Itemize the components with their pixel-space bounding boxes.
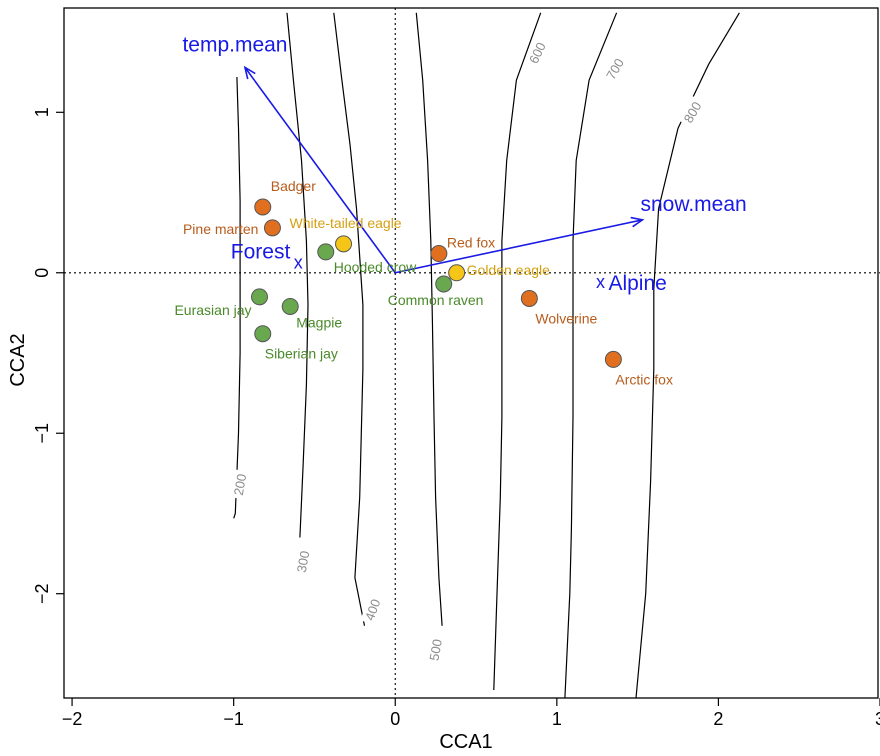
point-golden-eagle bbox=[448, 264, 466, 282]
site-label-alpine: Alpine bbox=[608, 272, 666, 295]
contour-label-400: 400 bbox=[362, 597, 384, 623]
contour-600 bbox=[493, 12, 542, 691]
point-label-red-fox: Red fox bbox=[447, 235, 495, 251]
contour-label-bg-700 bbox=[601, 52, 629, 86]
contour-label-500: 500 bbox=[426, 638, 445, 662]
point-wolverine bbox=[520, 289, 538, 307]
vector-snow-mean bbox=[395, 219, 643, 274]
x-tick-label-5: 3 bbox=[875, 709, 880, 729]
vector-arrowhead-temp-mean bbox=[243, 65, 256, 80]
point-eurasian-jay bbox=[251, 288, 269, 306]
contour-label-200: 200 bbox=[231, 473, 250, 497]
point-magpie bbox=[281, 297, 299, 315]
point-label-wolverine: Wolverine bbox=[535, 310, 597, 326]
point-label-siberian-jay: Siberian jay bbox=[265, 346, 338, 362]
reference-lines bbox=[64, 8, 880, 698]
x-tick-label-0: −2 bbox=[62, 709, 83, 729]
vector-label-temp-mean: temp.mean bbox=[182, 33, 287, 56]
y-tick-label-0: −2 bbox=[32, 583, 52, 604]
point-arctic-fox bbox=[604, 350, 622, 368]
x-tick-label-3: 1 bbox=[552, 709, 562, 729]
y-tick-label-1: −1 bbox=[32, 423, 52, 444]
contour-700 bbox=[564, 12, 618, 699]
contour-label-300: 300 bbox=[294, 550, 313, 574]
axes: −2 −1 0 1 2 3 −2 −1 0 1 bbox=[32, 107, 880, 729]
x-tick-label-4: 2 bbox=[713, 709, 723, 729]
point-hooded-crow bbox=[317, 243, 335, 261]
point-label-hooded-crow: Hooded crow bbox=[334, 259, 417, 275]
vector-label-snow-mean: snow.mean bbox=[640, 193, 746, 216]
x-tick-label-2: 0 bbox=[390, 709, 400, 729]
point-pine-marten bbox=[263, 219, 281, 237]
point-label-arctic-fox: Arctic fox bbox=[615, 371, 673, 387]
y-tick-label-3: 1 bbox=[32, 107, 52, 117]
point-label-white-tailed-eagle: White-tailed eagle bbox=[290, 215, 402, 231]
point-label-badger: Badger bbox=[271, 178, 316, 194]
contour-label-bg-500 bbox=[425, 634, 446, 666]
point-siberian-jay bbox=[254, 325, 272, 343]
point-red-fox bbox=[430, 245, 448, 263]
species-points: Badger Pine marten White-tailed eagle Hoode… bbox=[174, 178, 672, 387]
x-axis-title: CCA1 bbox=[439, 731, 492, 753]
contour-200 bbox=[233, 76, 241, 519]
point-common-raven bbox=[435, 275, 453, 293]
vector-arrowhead-snow-mean bbox=[630, 216, 645, 228]
contour-300 bbox=[286, 12, 309, 538]
site-label-forest: Forest bbox=[231, 241, 291, 264]
site-marker-forest: x bbox=[294, 253, 303, 273]
contour-500 bbox=[415, 12, 443, 626]
point-label-magpie: Magpie bbox=[296, 314, 342, 330]
x-tick-label-1: −1 bbox=[223, 709, 244, 729]
environment-vectors: temp.mean snow.mean bbox=[182, 33, 747, 274]
point-label-pine-marten: Pine marten bbox=[183, 221, 258, 237]
y-axis-title: CCA2 bbox=[7, 333, 29, 386]
point-badger bbox=[254, 198, 272, 216]
contour-400 bbox=[333, 12, 366, 626]
point-label-common-raven: Common raven bbox=[388, 292, 484, 308]
contour-label-bg-400 bbox=[360, 593, 385, 626]
point-label-eurasian-jay: Eurasian jay bbox=[174, 302, 251, 318]
site-marker-alpine: x bbox=[596, 272, 605, 292]
point-label-golden-eagle: Golden eagle bbox=[467, 262, 551, 278]
point-white-tailed-eagle bbox=[335, 235, 353, 253]
contour-label-bg-300 bbox=[292, 546, 314, 577]
contour-label-bg-600 bbox=[524, 36, 551, 69]
y-tick-label-2: 0 bbox=[32, 268, 52, 278]
contour-800 bbox=[635, 12, 740, 699]
contour-label-bg-200 bbox=[229, 469, 251, 500]
contour-label-bg-800 bbox=[678, 96, 707, 129]
plot-frame bbox=[63, 7, 879, 699]
vector-temp-mean bbox=[244, 66, 396, 274]
